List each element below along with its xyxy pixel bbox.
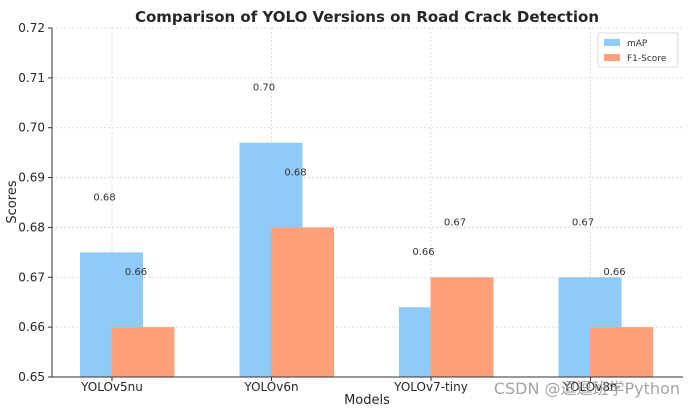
bar-f1-3 (590, 327, 653, 377)
bar-value-label: 0.66 (603, 267, 625, 278)
x-tick-label: YOLOv6n (243, 380, 298, 394)
bar-value-label: 0.68 (284, 167, 306, 178)
legend-swatch (604, 54, 620, 61)
x-tick-label: YOLOv5nu (80, 380, 143, 394)
axes (48, 27, 683, 381)
bar-value-label: 0.66 (412, 247, 434, 258)
legend-label: mAP (627, 39, 648, 49)
bar-value-label: 0.68 (93, 192, 115, 203)
x-ticks: YOLOv5nu YOLOv6n YOLOv7-tiny YOLOv8n (80, 380, 617, 394)
bar-value-label: 0.67 (444, 217, 466, 228)
y-tick-label: 0.71 (18, 71, 45, 85)
bar-value-label: 0.67 (572, 217, 594, 228)
bar-f1-1 (271, 227, 334, 377)
y-tick-label: 0.67 (18, 270, 45, 284)
y-tick-label: 0.65 (18, 370, 45, 384)
y-ticks: 0.65 0.66 0.67 0.68 0.69 0.70 0.71 0.72 (18, 21, 45, 384)
x-tick-label: YOLOv7-tiny (393, 380, 468, 394)
y-tick-label: 0.72 (18, 21, 45, 35)
bar-labels: 0.68 0.70 0.66 0.67 0.66 0.68 0.67 0.66 (93, 83, 625, 278)
legend-label: F1-Score (627, 54, 667, 64)
y-tick-label: 0.69 (18, 171, 45, 185)
legend: mAP F1-Score (597, 32, 679, 68)
y-tick-label: 0.66 (18, 320, 45, 334)
bar-f1-0 (111, 327, 175, 377)
watermark: CSDN @逗逗班学Python (494, 379, 680, 398)
bars (80, 142, 653, 377)
y-tick-label: 0.68 (18, 220, 45, 234)
y-tick-label: 0.70 (18, 121, 45, 135)
x-tick-label: YOLOv8n (562, 380, 617, 394)
chart-title: Comparison of YOLO Versions on Road Crac… (135, 8, 599, 26)
bar-value-label: 0.66 (125, 267, 147, 278)
x-axis-label: Models (344, 393, 390, 408)
bar-f1-2 (430, 277, 494, 377)
legend-swatch (604, 39, 620, 46)
bar-value-label: 0.70 (253, 83, 275, 94)
y-axis-label: Scores (5, 180, 20, 223)
